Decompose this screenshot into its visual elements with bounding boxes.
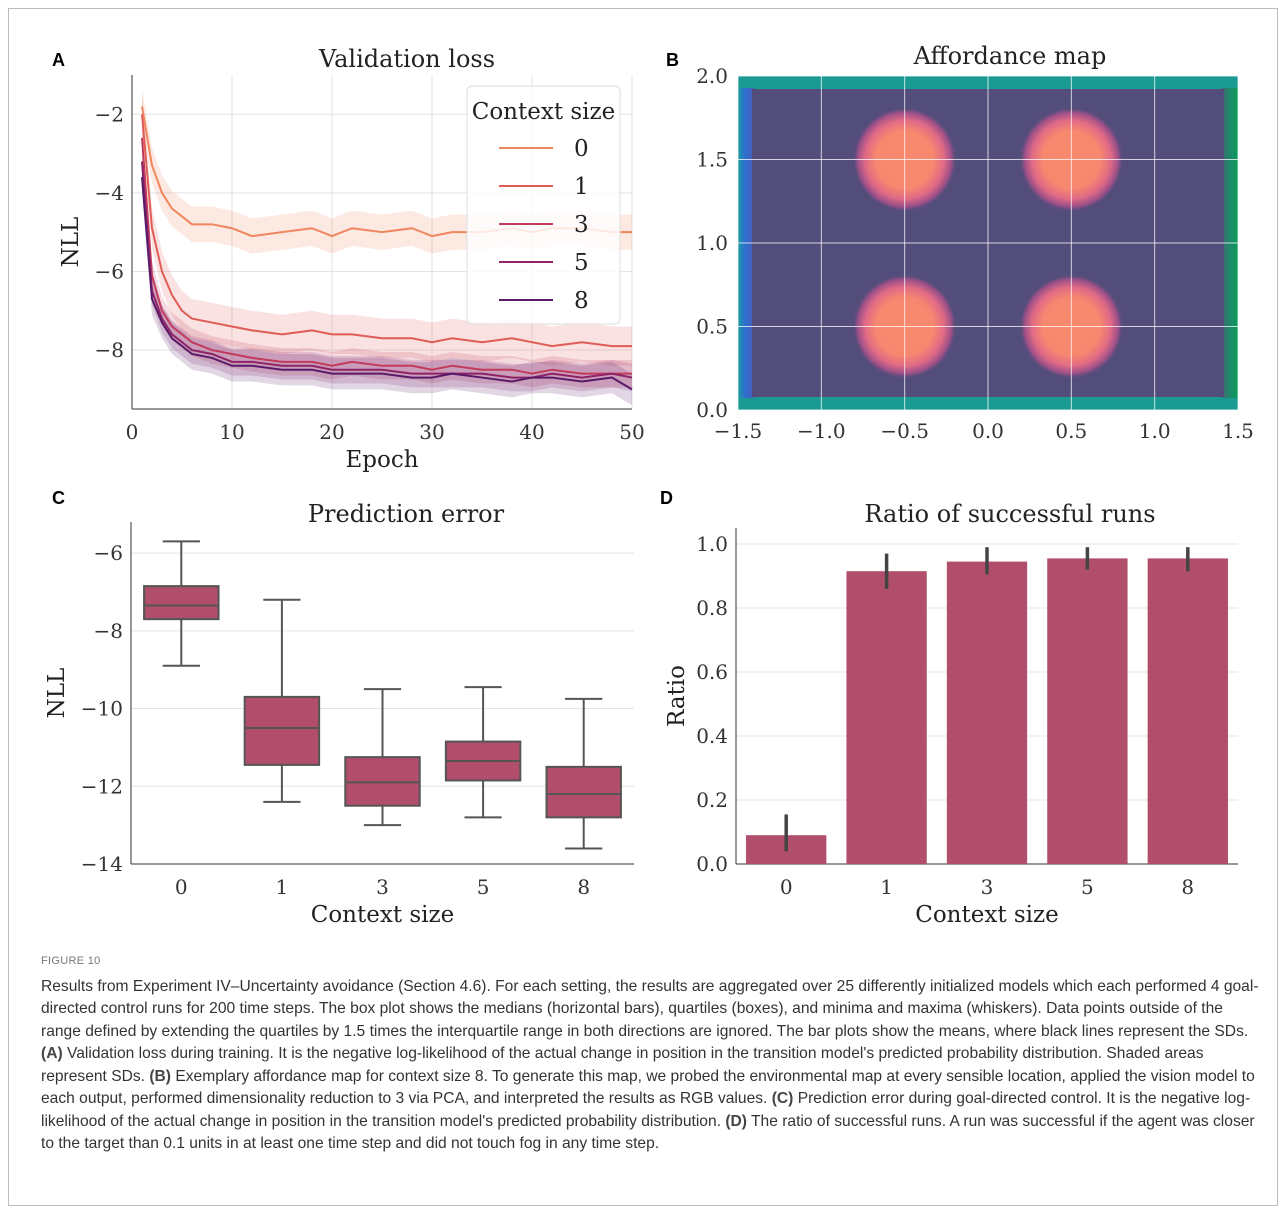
line-series-1 [141, 114, 632, 348]
chart-title: Validation loss [318, 45, 495, 73]
chart-title: Ratio of successful runs [864, 500, 1155, 528]
caption-panel-ref: (C) [771, 1090, 794, 1107]
x-tick-label: 0 [126, 420, 139, 444]
x-tick-label: 5 [477, 875, 490, 899]
legend-label-8: 8 [574, 288, 589, 314]
x-tick-label: 8 [577, 875, 590, 899]
legend-label-3: 3 [574, 212, 589, 238]
figure-label: FIGURE 10 [41, 955, 101, 967]
panel-letter: C [52, 488, 65, 508]
x-axis-label: Context size [311, 902, 455, 928]
y-tick-label: −4 [95, 181, 124, 205]
bar-5 [1047, 558, 1128, 864]
y-tick-label: −12 [81, 774, 123, 798]
x-tick-label: 5 [1081, 875, 1094, 899]
line-series-8 [141, 177, 633, 391]
caption-segment: Prediction error during goal-directed co… [41, 1090, 1251, 1130]
box-iqr-1 [243, 695, 321, 766]
y-tick-label: 0.4 [696, 724, 728, 748]
y-tick-label: 0.2 [696, 788, 728, 812]
x-tick-label: 0.0 [972, 419, 1004, 443]
x-tick-label: −1.5 [714, 419, 763, 443]
x-axis-label: Context size [915, 902, 1059, 928]
legend-label-0: 0 [574, 136, 589, 162]
box-iqr-0 [143, 585, 220, 621]
chart-title: Prediction error [308, 500, 505, 528]
y-tick-label: 0.0 [696, 398, 728, 422]
y-tick-label: 0.6 [696, 660, 728, 684]
y-tick-label: 1.5 [696, 148, 728, 172]
y-tick-label: 0.0 [696, 852, 728, 876]
x-axis-label: Epoch [345, 447, 418, 473]
caption-segment: The ratio of successful runs. A run was … [41, 1112, 1255, 1153]
y-tick-label: −8 [95, 338, 124, 362]
legend-title: Context size [472, 99, 616, 125]
box-iqr-8 [545, 765, 622, 819]
x-tick-label: 1 [880, 875, 893, 899]
legend-label-5: 5 [574, 250, 589, 276]
panel-d-ratio-successful-runs: D Ratio of successful runs 0.0 0.2 0.4 0.6 0.8… [660, 488, 1238, 928]
y-tick-label: −14 [81, 852, 123, 876]
sd-band-series-1 [142, 94, 632, 366]
sd-band-series-5 [142, 147, 632, 392]
x-tick-label: 0 [175, 875, 188, 899]
y-axis-label: NLL [44, 668, 70, 719]
panel-letter: A [52, 50, 65, 70]
panel-c-prediction-error: C Prediction error −6 −8 −10 −12 −14 0 1 3 5 8 Conte… [44, 488, 634, 928]
x-tick-label: 0 [780, 875, 793, 899]
x-tick-label: 40 [519, 420, 544, 444]
chart-title: Affordance map [913, 42, 1107, 70]
y-tick-label: 1.0 [696, 231, 728, 255]
caption-text: Results from Experiment IV–Uncertainty a… [41, 976, 1261, 1156]
figure-caption: FIGURE 10 Results from Experiment IV–Unc… [41, 950, 1261, 1156]
y-tick-label: 1.0 [696, 532, 728, 556]
x-tick-label: 30 [419, 420, 444, 444]
bar-8 [1147, 558, 1228, 864]
x-tick-label: 3 [981, 875, 994, 899]
bar-3 [946, 561, 1028, 864]
caption-panel-ref: (B) [149, 1067, 171, 1085]
x-tick-label: 1.0 [1139, 419, 1171, 443]
y-tick-label: 2.0 [696, 64, 728, 88]
caption-segment: Exemplary affordance map for context siz… [41, 1067, 1255, 1108]
x-tick-label: 20 [319, 420, 344, 444]
y-tick-label: 0.5 [696, 315, 728, 339]
x-tick-label: 1 [276, 875, 289, 899]
x-tick-label: 10 [219, 420, 244, 444]
x-tick-label: −1.0 [797, 419, 846, 443]
x-tick-label: 1.5 [1222, 419, 1254, 443]
x-tick-label: 3 [376, 875, 389, 899]
y-tick-label: −8 [94, 619, 123, 643]
y-tick-label: −6 [94, 541, 123, 565]
panel-letter: D [660, 488, 673, 508]
legend-label-1: 1 [574, 174, 589, 200]
y-tick-label: −2 [95, 102, 124, 126]
line-series-3 [141, 137, 632, 375]
caption-segment: Validation loss during training. It is t… [41, 1045, 1204, 1085]
y-tick-label: −6 [95, 259, 124, 283]
caption-segment: Results from Experiment IV–Uncertainty a… [41, 977, 1259, 1040]
bar-1 [846, 571, 927, 864]
y-axis-label: Ratio [664, 665, 690, 727]
caption-panel-ref: (D) [725, 1112, 747, 1130]
panel-b-affordance-map: B Affordance map −1.5 −1.0 −0.5 0.0 0.5 1.0 1.5 0… [666, 42, 1254, 443]
x-tick-label: 8 [1181, 875, 1194, 899]
y-tick-label: −10 [81, 697, 123, 721]
y-tick-label: 0.8 [696, 596, 728, 620]
sd-band-series-3 [142, 124, 632, 388]
x-tick-label: 0.5 [1055, 419, 1087, 443]
figure-frame [8, 8, 1278, 1206]
x-tick-label: −0.5 [880, 419, 929, 443]
panel-letter: B [666, 50, 679, 70]
caption-panel-ref: (A) [41, 1045, 63, 1062]
legend-box [466, 85, 621, 325]
y-axis-label: NLL [58, 217, 84, 268]
x-tick-label: 50 [619, 420, 644, 444]
